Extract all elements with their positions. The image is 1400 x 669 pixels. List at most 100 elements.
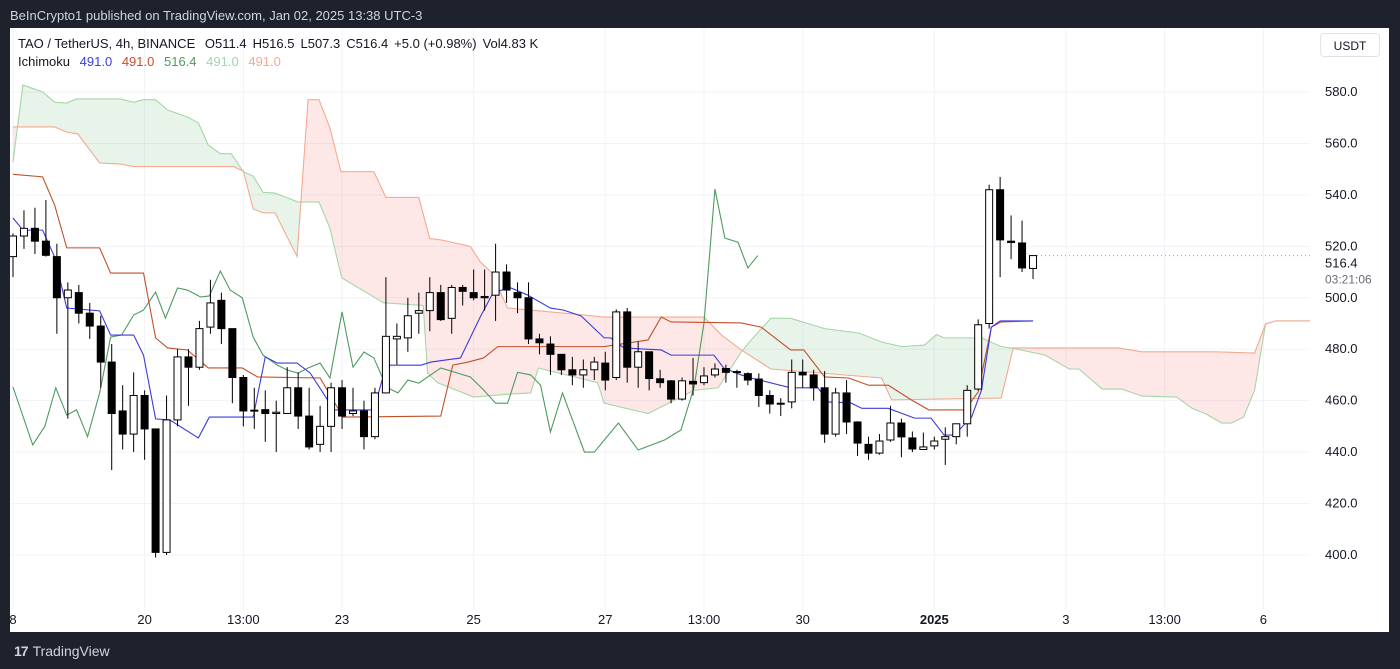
time-tick-label: 30 <box>795 612 809 627</box>
candle <box>129 372 138 453</box>
candle <box>30 207 39 255</box>
candle-body-down <box>667 380 676 400</box>
candle <box>162 395 171 555</box>
candle <box>590 356 599 381</box>
candle-body-down <box>689 380 698 385</box>
candle-body-up <box>491 271 500 296</box>
currency-button[interactable]: USDT <box>1320 33 1380 57</box>
footer-brand[interactable]: TradingView <box>32 643 110 659</box>
candle <box>502 264 511 303</box>
candle <box>557 353 566 375</box>
ichimoku-lines <box>12 84 1310 453</box>
candle <box>74 284 83 324</box>
base-line <box>12 173 1034 418</box>
volume-value: Vol4.83 K <box>482 36 539 51</box>
candle-body-down <box>480 295 489 299</box>
candle <box>392 323 401 365</box>
ohlc-close: C516.4 <box>346 36 389 51</box>
price-tick-label: 540.0 <box>1325 187 1358 202</box>
candle-body-up <box>10 235 17 258</box>
candle <box>732 369 741 388</box>
candle <box>491 243 500 321</box>
time-tick-label: 13:00 <box>1148 612 1181 627</box>
candle-body-up <box>634 351 643 368</box>
publish-caption: BeInCrypto1 published on TradingView.com… <box>10 8 423 23</box>
candle <box>41 200 50 257</box>
candle <box>228 328 237 404</box>
candle-body-down <box>798 371 807 376</box>
candle <box>63 282 72 419</box>
candle-body-up <box>403 315 412 339</box>
candle-body-down <box>52 256 61 299</box>
candle <box>985 184 994 329</box>
time-tick-label: 13:00 <box>688 612 721 627</box>
cloud-bearish-segment <box>301 99 743 414</box>
candle-body-up <box>162 419 171 553</box>
candle-body-up <box>425 292 434 312</box>
indicator-name[interactable]: Ichimoku <box>18 54 71 69</box>
candle-body-up <box>974 324 983 390</box>
candle <box>206 279 215 334</box>
candle-body-down <box>74 292 83 314</box>
cloud-bullish-segment <box>244 172 302 257</box>
candle-body-down <box>820 387 829 435</box>
candle-body-up <box>381 335 390 394</box>
candle-body-down <box>557 353 566 371</box>
candle <box>19 210 28 249</box>
leading-span-b-line <box>13 99 1310 401</box>
candle <box>458 284 467 306</box>
candle-body-up <box>173 356 182 421</box>
candle <box>689 357 698 396</box>
candle-body-down <box>842 392 851 423</box>
cloud-bearish-segment <box>1013 323 1267 424</box>
candle <box>338 380 347 429</box>
candle <box>1007 215 1016 260</box>
candle <box>359 400 368 450</box>
candle <box>447 284 456 334</box>
candle-body-up <box>930 440 939 447</box>
candle <box>974 319 983 391</box>
candle-body-down <box>469 292 478 299</box>
candle-body-down <box>656 378 665 384</box>
candle <box>250 387 259 429</box>
candle-body-up <box>579 369 588 376</box>
last-price-badge <box>1318 253 1386 288</box>
candle <box>776 398 785 417</box>
time-axis[interactable]: 8 20 13:00 23 25 27 13:00 30 2025 3 13:00 6 <box>9 612 1267 627</box>
candle <box>612 309 621 381</box>
candle-body-down <box>853 421 862 444</box>
candle-body-down <box>1007 240 1016 243</box>
candle-body-down <box>184 356 193 368</box>
cloud-bullish-segment <box>742 318 1014 400</box>
candle-body-down <box>809 374 818 389</box>
candle-body-up <box>63 289 72 299</box>
candle <box>941 427 950 465</box>
time-tick-label: 8 <box>9 612 16 627</box>
candle <box>853 421 862 456</box>
candle-body-down <box>513 292 522 299</box>
candle <box>294 372 303 429</box>
candle-body-down <box>645 351 654 380</box>
candle-body-up <box>195 328 204 368</box>
candle <box>305 387 314 450</box>
price-axis[interactable]: 580.0 560.0 540.0 520.0 500.0 480.0 460.0 440.0… <box>1318 84 1386 562</box>
price-tick-label: 520.0 <box>1325 238 1358 253</box>
candle <box>1029 255 1038 279</box>
candle <box>118 385 127 450</box>
base-line-value: 491.0 <box>121 54 155 69</box>
candle-body-up <box>129 394 138 435</box>
candle-body-down <box>107 361 116 414</box>
candle-body-down <box>338 387 347 417</box>
candle <box>820 371 829 443</box>
chart-panel[interactable] <box>10 28 1389 632</box>
time-tick-label: 25 <box>466 612 480 627</box>
time-tick-label: 27 <box>598 612 612 627</box>
symbol-title[interactable]: TAO / TetherUS, 4h, BINANCE <box>18 36 196 51</box>
candle <box>1018 220 1027 273</box>
candle <box>710 363 719 378</box>
candle <box>327 382 336 453</box>
candle-body-down <box>41 240 50 256</box>
symbol-legend: TAO / TetherUS, 4h, BINANCE O511.4 H516.5… <box>18 36 544 51</box>
tradingview-logo-icon[interactable]: 17 <box>14 643 29 659</box>
